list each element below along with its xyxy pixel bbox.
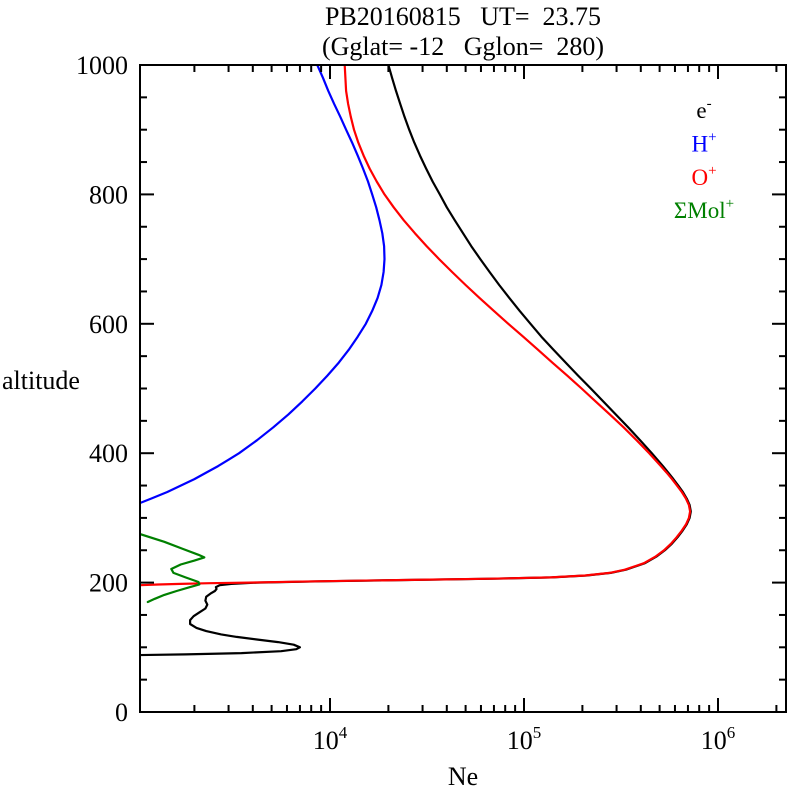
legend-label-electron: e- — [696, 96, 711, 123]
legend-label-h-plus: H+ — [691, 129, 716, 156]
y-tick-label: 600 — [89, 310, 128, 339]
legend-label-mol-plus: ΣMol+ — [674, 196, 734, 223]
y-axis-label: altitude — [2, 366, 80, 395]
x-axis-label: Ne — [447, 762, 479, 791]
y-tick-label: 400 — [89, 439, 128, 468]
plot-title: PB20160815 UT= 23.75 — [324, 2, 602, 31]
plot-frame — [139, 64, 787, 713]
y-tick-label: 1000 — [76, 51, 128, 80]
y-tick-label: 200 — [89, 569, 128, 598]
series-group — [140, 65, 692, 657]
series-line-sigmamol- — [140, 533, 206, 604]
series-line-o- — [140, 65, 692, 587]
series-line-h- — [140, 65, 386, 505]
y-tick-label: 0 — [115, 698, 128, 727]
series-line-e- — [140, 65, 692, 657]
y-tick-label: 800 — [89, 180, 128, 209]
x-tick-label: 105 — [507, 723, 542, 755]
x-tick-label: 106 — [701, 723, 736, 755]
legend-label-o-plus: O+ — [691, 163, 716, 190]
x-tick-label: 104 — [313, 723, 348, 755]
plot-subtitle: (Gglat= -12 Gglon= 280) — [321, 32, 605, 61]
